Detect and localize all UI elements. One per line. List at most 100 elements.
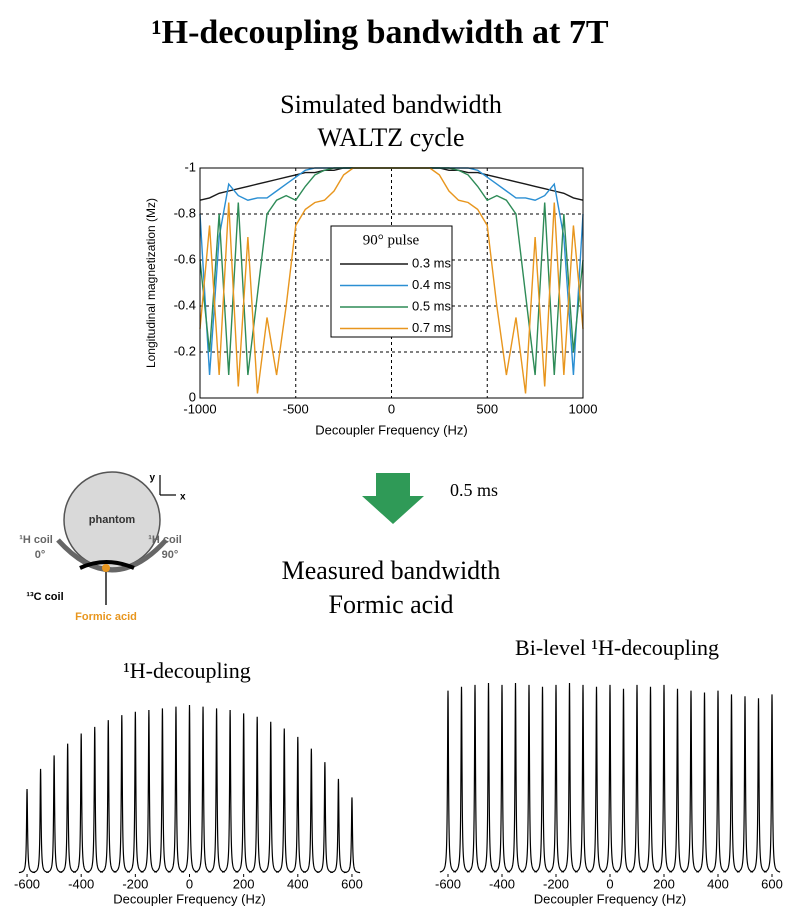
arrow	[362, 473, 424, 524]
peak	[18, 788, 36, 874]
peak	[235, 713, 252, 873]
x-tick-label: 1000	[569, 401, 598, 416]
x-tick-label: -500	[283, 401, 309, 416]
h-coil	[56, 538, 168, 573]
legend-label: 0.4 ms	[412, 277, 452, 292]
peak	[723, 694, 740, 873]
peak	[113, 715, 131, 873]
peak	[642, 686, 659, 873]
x-tick-label: 500	[476, 401, 498, 416]
chart-title: ¹H-decoupling	[123, 658, 251, 683]
chart-subtitle: WALTZ cycle	[317, 123, 464, 152]
peak	[520, 684, 538, 873]
peak	[439, 690, 457, 873]
peak	[628, 684, 646, 873]
x-tick-label: -200	[543, 876, 569, 891]
peak	[262, 721, 279, 873]
x-tick-label: -400	[489, 876, 515, 891]
peak	[615, 688, 632, 873]
y-tick-label: -0.8	[174, 205, 196, 220]
legend-box	[330, 225, 453, 338]
peak	[709, 690, 727, 873]
peak	[561, 682, 578, 873]
arrow-label: 0.5 ms	[450, 480, 498, 500]
x-tick-label: -600	[14, 876, 40, 891]
y-tick-label: 0	[189, 389, 196, 404]
x-tick-label: -600	[435, 876, 461, 891]
x-tick-label: -200	[122, 876, 148, 891]
x-tick-label: 0	[606, 876, 613, 891]
x-tick-label: 0	[388, 401, 395, 416]
peak	[100, 720, 117, 873]
peak	[507, 682, 524, 873]
coil-label: 90°	[162, 549, 179, 561]
peak	[127, 711, 144, 873]
y-tick-label: -1	[184, 159, 196, 174]
line-series	[199, 167, 584, 201]
peak	[574, 684, 592, 873]
phantom-label: phantom	[89, 514, 136, 526]
peak	[316, 762, 334, 874]
peak	[343, 797, 361, 874]
legend-title: 90° pulse	[363, 232, 420, 248]
coil-label: ¹H coil	[148, 534, 182, 546]
x-tick-label: 600	[761, 876, 783, 891]
peak	[466, 684, 484, 873]
peak	[194, 706, 212, 873]
peak	[669, 688, 686, 873]
legend-label: 0.7 ms	[412, 320, 452, 335]
peak	[601, 684, 619, 873]
peak	[480, 682, 497, 873]
axis-label: x	[180, 492, 186, 503]
measured-heading: Formic acid	[329, 590, 454, 619]
sample	[102, 564, 110, 572]
peak	[289, 736, 307, 873]
peak	[655, 684, 673, 873]
x-tick-label: 200	[233, 876, 255, 891]
peak	[208, 708, 225, 873]
peak	[696, 692, 713, 873]
sample-label: Formic acid	[75, 611, 137, 623]
x-axis-label: Decoupler Frequency (Hz)	[315, 422, 467, 437]
coil-label: ¹H coil	[19, 534, 53, 546]
x-tick-label: 200	[653, 876, 675, 891]
y-tick-label: -0.2	[174, 343, 196, 358]
peak	[453, 686, 470, 873]
peak	[750, 698, 767, 873]
peak	[140, 710, 158, 873]
peak	[167, 706, 185, 873]
x-axis-label: Decoupler Frequency (Hz)	[534, 891, 686, 906]
peak	[248, 716, 266, 873]
measured-heading: Measured bandwidth	[282, 556, 501, 585]
peak	[72, 733, 90, 873]
chart-title: Bi-level ¹H-decoupling	[515, 635, 719, 660]
y-axis-label: Longitudinal magnetization (Mz)	[144, 198, 158, 368]
y-tick-label: -0.6	[174, 251, 196, 266]
x-axis-label: Decoupler Frequency (Hz)	[113, 891, 265, 906]
coil-diagram: phantom y x ¹H coil 0° ¹H coil 90° ¹³C c…	[19, 471, 186, 623]
coil-label: ¹³C coil	[26, 591, 63, 603]
peak	[588, 686, 605, 873]
peak	[330, 778, 347, 874]
peak	[59, 743, 76, 873]
peak	[736, 696, 754, 873]
peak	[493, 684, 511, 873]
legend: 90° pulse 0.3 ms 0.4 ms 0.5 ms 0.7 ms	[330, 225, 453, 338]
c-coil	[79, 560, 135, 570]
peak	[534, 686, 551, 873]
peak	[682, 690, 700, 873]
peak	[86, 726, 103, 873]
peak	[154, 708, 171, 873]
x-tick-label: 600	[341, 876, 363, 891]
axis-label: y	[149, 473, 155, 484]
legend-label: 0.5 ms	[412, 298, 452, 313]
x-tick-label: 400	[707, 876, 729, 891]
x-tick-label: 400	[287, 876, 309, 891]
peak	[181, 704, 198, 873]
coil-label: 0°	[35, 549, 46, 561]
y-tick-label: -0.4	[174, 297, 196, 312]
peak	[276, 728, 293, 873]
frame	[199, 167, 584, 399]
figure-title: ¹H-decoupling bandwidth at 7T	[151, 14, 608, 51]
